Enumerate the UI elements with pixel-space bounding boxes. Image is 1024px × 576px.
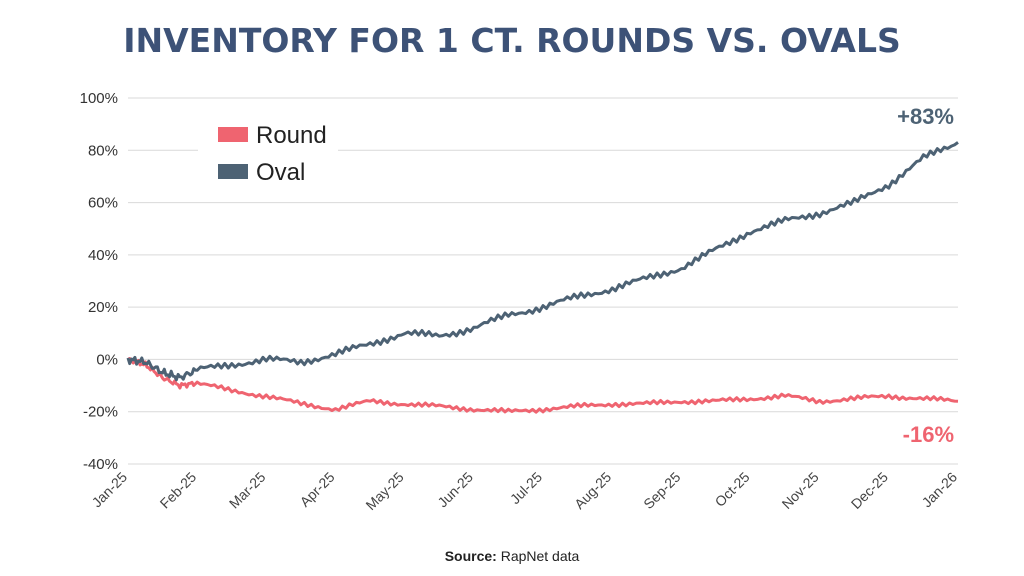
series-lines (126, 141, 959, 414)
legend-swatch-round (218, 127, 248, 142)
legend: Round Oval (198, 118, 338, 194)
end-label-oval: +83% (897, 104, 954, 129)
y-tick-label: 100% (80, 90, 118, 107)
x-tick-label: Apr-25 (297, 469, 338, 510)
x-tick-label: Jun-25 (434, 469, 476, 511)
x-tick-label: Sep-25 (640, 469, 683, 512)
x-axis-ticks: Jan-25 Feb-25 Mar-25 Apr-25 May-25 Jun-25 Jul-… (89, 469, 961, 513)
y-tick-label: -20% (83, 404, 118, 421)
source-value: RapNet data (501, 548, 580, 564)
series-line-round (127, 357, 959, 414)
chart-title: INVENTORY FOR 1 CT. ROUNDS VS. OVALS (123, 21, 901, 60)
legend-label-round: Round (256, 122, 327, 149)
x-tick-label: Nov-25 (779, 469, 822, 512)
x-tick-label: Aug-25 (571, 469, 614, 512)
source-note: Source: RapNet data (445, 548, 580, 564)
y-tick-label: 80% (88, 142, 118, 159)
y-tick-label: 40% (88, 247, 118, 264)
x-tick-label: Jan-26 (919, 469, 961, 511)
end-label-round: -16% (903, 422, 954, 447)
source-label: Source: (445, 548, 497, 564)
y-tick-label: -40% (83, 456, 118, 473)
x-tick-label: Feb-25 (157, 469, 200, 512)
legend-swatch-oval (218, 164, 248, 179)
series-line-oval (126, 141, 959, 382)
legend-label-oval: Oval (256, 159, 305, 186)
x-tick-label: Dec-25 (848, 469, 891, 512)
y-tick-label: 20% (88, 299, 118, 316)
y-tick-label: 0% (96, 351, 118, 368)
y-axis-ticks: 100% 80% 60% 40% 20% 0% -20% -40% (80, 90, 118, 473)
y-tick-label: 60% (88, 195, 118, 212)
x-tick-label: Jul-25 (507, 469, 545, 507)
x-tick-label: Oct-25 (712, 469, 753, 510)
x-tick-label: Jan-25 (89, 469, 131, 511)
x-tick-label: Mar-25 (226, 469, 269, 512)
x-tick-label: May-25 (362, 469, 406, 513)
